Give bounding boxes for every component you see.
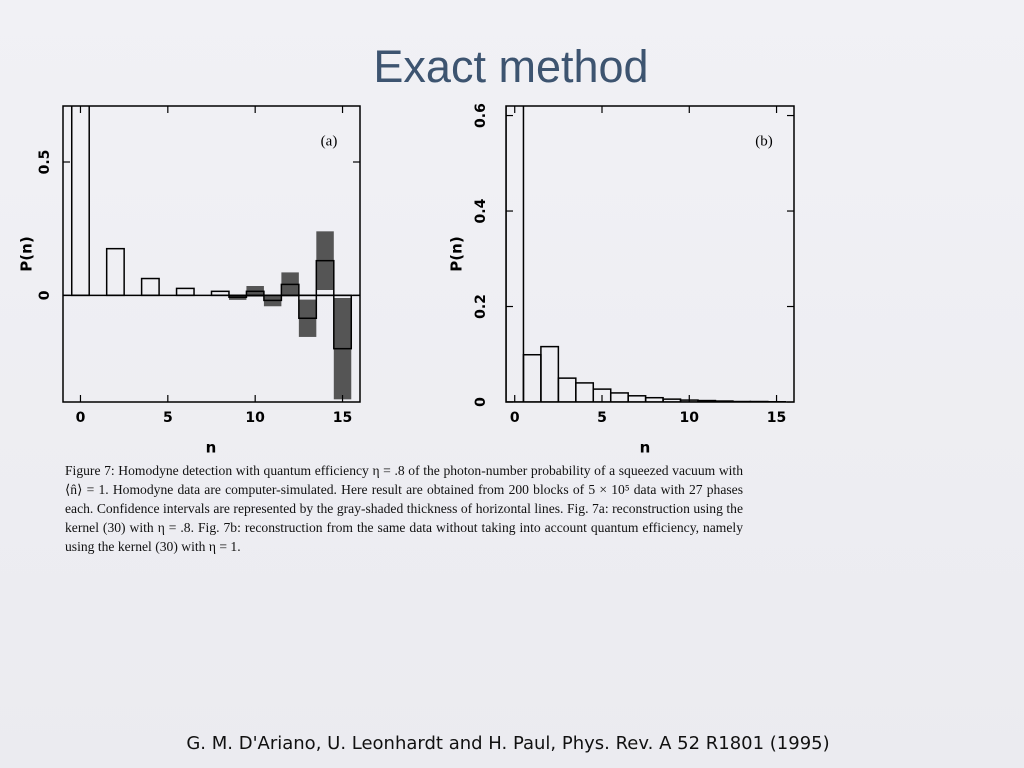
x-tick-label: 0 [510,410,520,426]
bar [522,353,542,402]
y-tick-label: 0.6 [473,103,489,128]
citation: G. M. D'Ariano, U. Leonhardt and H. Paul… [186,733,830,754]
bar [175,287,195,297]
bar [627,395,647,402]
x-tick-label: 0 [76,410,86,426]
bar [140,277,160,297]
bar [105,247,125,297]
x-axis-label: n [206,439,217,457]
bar [70,106,90,297]
y-axis-label: P(n) [18,236,36,271]
bar [575,382,595,402]
plot-area [70,106,353,400]
y-tick-label: 0 [473,397,489,407]
x-tick-label: 15 [767,410,786,426]
panel-label: (a) [321,133,338,149]
bar [609,392,629,402]
x-tick-label: 5 [597,410,607,426]
panel-label: (b) [755,133,773,149]
bar [557,377,577,402]
x-tick-label: 10 [245,410,265,426]
plot-frame [62,105,361,403]
y-tick-label: 0.5 [37,150,53,175]
x-tick-label: 10 [680,410,700,426]
y-axis-label: P(n) [448,236,466,271]
bar [506,106,525,402]
x-axis-label: n [640,439,651,457]
y-tick-label: 0.4 [473,198,489,223]
plot-frame [505,105,795,403]
slide-title: Exact method [373,41,648,92]
x-tick-label: 15 [333,410,352,426]
bar [540,345,560,402]
y-tick-label: 0.2 [473,294,489,319]
caption: Figure 7: Homodyne detection with quantu… [65,463,743,554]
y-tick-label: 0 [37,290,53,300]
figure: Exact method 0 5 10 15 0 0.5 P(n) n (a) 0 5 10 15 0 0.… [18,41,795,457]
plot-area [506,106,787,402]
x-tick-label: 5 [163,410,173,426]
